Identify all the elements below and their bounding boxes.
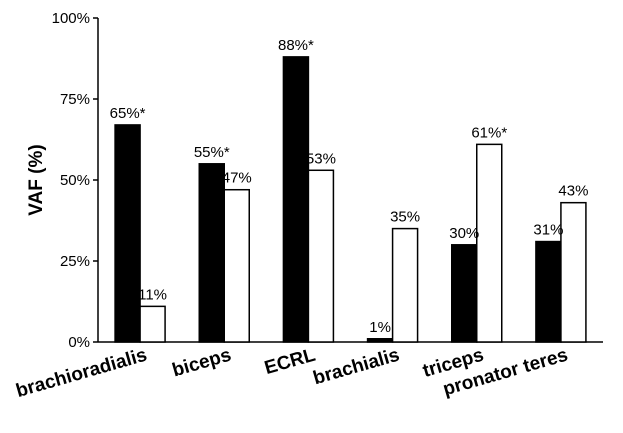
y-tick-label: 100% bbox=[52, 10, 90, 27]
data-label: 88%* bbox=[278, 37, 314, 54]
y-tick-label: 0% bbox=[68, 334, 90, 351]
bar bbox=[139, 305, 166, 343]
y-axis-label: VAF (%) bbox=[26, 144, 47, 215]
data-label: 53% bbox=[306, 150, 336, 167]
bar bbox=[535, 240, 562, 343]
bar bbox=[198, 163, 225, 343]
bar bbox=[307, 169, 335, 343]
category-label: ECRL bbox=[262, 345, 318, 380]
bar bbox=[223, 188, 250, 343]
bar bbox=[476, 143, 503, 343]
category-label: brachioradialis bbox=[14, 345, 150, 402]
data-labels: 65%* 11% 55%* 47% 88%* 53% 1% 35% 30% 61%* 31% 43% bbox=[110, 37, 589, 336]
data-label: 30% bbox=[449, 225, 479, 242]
bars bbox=[114, 56, 587, 343]
data-label: 31% bbox=[533, 222, 563, 239]
y-ticks: 0% 25% 50% 75% 100% bbox=[52, 10, 98, 351]
bar bbox=[391, 227, 419, 343]
y-tick-label: 75% bbox=[60, 91, 90, 108]
bar bbox=[451, 244, 478, 343]
data-label: 43% bbox=[558, 183, 588, 200]
data-label: 61%* bbox=[471, 124, 507, 141]
y-tick-label: 25% bbox=[60, 253, 90, 270]
bar bbox=[366, 338, 394, 343]
data-label: 35% bbox=[390, 209, 420, 226]
bar bbox=[282, 56, 310, 343]
y-tick-label: 50% bbox=[60, 172, 90, 189]
category-label: brachialis bbox=[311, 345, 402, 390]
data-label: 55%* bbox=[194, 144, 230, 161]
bar bbox=[560, 201, 587, 343]
category-label: biceps bbox=[170, 345, 234, 382]
bar bbox=[114, 124, 141, 343]
axes bbox=[97, 18, 603, 343]
data-label: 65%* bbox=[110, 105, 146, 122]
data-label: 11% bbox=[138, 286, 167, 303]
data-label: 1% bbox=[369, 319, 391, 336]
data-label: 47% bbox=[222, 170, 252, 187]
